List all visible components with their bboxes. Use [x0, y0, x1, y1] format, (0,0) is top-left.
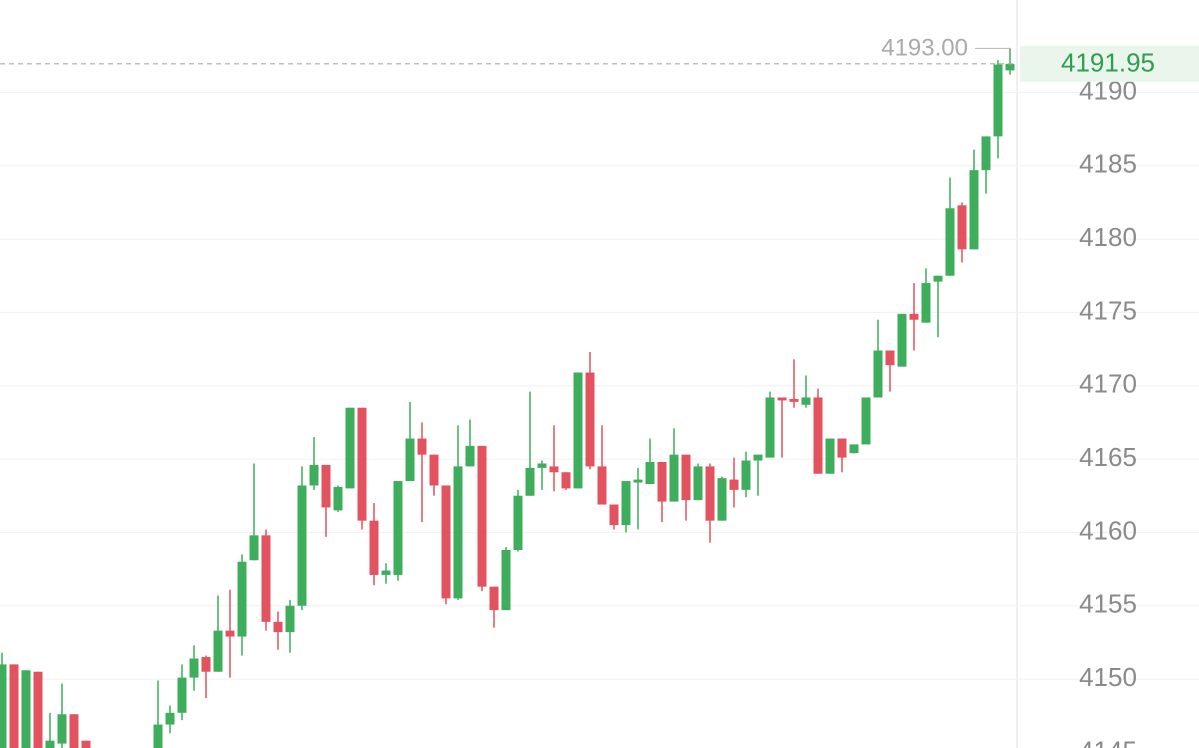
candle-body — [237, 561, 247, 637]
candle-body — [153, 724, 163, 748]
candle-body — [693, 466, 703, 501]
candle-body — [897, 313, 907, 367]
candle-body — [33, 671, 43, 748]
candle-body — [477, 445, 487, 587]
candle-body — [981, 136, 991, 171]
candle-body — [801, 397, 811, 405]
candle-body — [957, 205, 967, 250]
candle-body — [501, 550, 511, 611]
candle-body — [825, 438, 835, 474]
candle-body — [213, 630, 223, 672]
candle-body — [309, 464, 319, 486]
candle-body — [45, 740, 55, 748]
y-tick-label: 4185 — [1079, 149, 1137, 179]
candle-body — [729, 479, 739, 490]
candle-body — [657, 462, 667, 502]
candle-body — [189, 658, 199, 678]
candle-body — [777, 397, 787, 401]
candle-body — [789, 398, 799, 402]
candle-body — [405, 438, 415, 482]
candle-body — [201, 657, 211, 672]
candle-body — [849, 444, 859, 454]
candle-body — [465, 445, 475, 467]
candle-body — [741, 460, 751, 490]
candle-body — [765, 397, 775, 458]
candle-body — [393, 481, 403, 575]
candle-body — [669, 454, 679, 502]
y-tick-label: 4160 — [1079, 515, 1137, 545]
candle-body — [597, 466, 607, 505]
y-tick-label: 4170 — [1079, 369, 1137, 399]
high-marker-label: 4193.00 — [881, 35, 968, 62]
candle-body — [609, 504, 619, 526]
candle-body — [525, 467, 535, 496]
candle-body — [489, 586, 499, 611]
candle-body — [921, 283, 931, 323]
candle-body — [273, 621, 283, 633]
candle-body — [261, 535, 271, 622]
candle-body — [717, 478, 727, 521]
candle-body — [873, 350, 883, 398]
candle-body — [645, 462, 655, 484]
y-tick-label: 4145 — [1079, 735, 1137, 748]
candle-body — [369, 520, 379, 575]
candle-body — [633, 479, 643, 483]
candle-body — [561, 472, 571, 489]
candle-body — [21, 670, 31, 748]
candle-body — [381, 570, 391, 575]
candle-body — [249, 535, 259, 561]
y-tick-label: 4165 — [1079, 442, 1137, 472]
candle-body — [345, 407, 355, 489]
candle-body — [225, 630, 235, 637]
candle-body — [297, 485, 307, 606]
candle-body — [333, 486, 343, 511]
candle-body — [177, 677, 187, 713]
candle-body — [549, 466, 559, 473]
y-tick-label: 4180 — [1079, 222, 1137, 252]
last-price-label: 4191.95 — [1061, 48, 1155, 78]
y-tick-label: 4175 — [1079, 295, 1137, 325]
candle-body — [357, 407, 367, 521]
last-price-box — [1020, 45, 1199, 82]
candle-body — [861, 397, 871, 445]
candle-body — [285, 605, 295, 633]
candle-body — [57, 714, 67, 744]
candle-body — [321, 464, 331, 508]
candle-body — [969, 170, 979, 250]
candle-body — [537, 463, 547, 468]
candle-body — [417, 438, 427, 455]
candle-body — [165, 712, 175, 725]
candle-body — [69, 714, 79, 748]
candle-body — [933, 275, 943, 282]
candle-body — [81, 740, 91, 748]
candle-body — [1005, 63, 1015, 71]
y-tick-label: 4155 — [1079, 589, 1137, 619]
y-tick-label: 4150 — [1079, 662, 1137, 692]
candle-body — [585, 372, 595, 467]
candle-body — [909, 313, 919, 320]
candle-body — [705, 466, 715, 521]
candle-body — [573, 372, 583, 489]
candle-body — [681, 454, 691, 501]
candle-body — [837, 438, 847, 458]
candle-body — [945, 208, 955, 276]
candle-body — [813, 397, 823, 474]
candle-body — [453, 466, 463, 599]
candle-body — [9, 664, 19, 748]
candle-body — [513, 495, 523, 550]
candle-body — [885, 350, 895, 366]
candle-body — [753, 454, 763, 461]
candle-body — [621, 481, 631, 526]
candle-body — [0, 664, 7, 748]
candle-body — [993, 64, 1003, 137]
candle-body — [429, 454, 439, 486]
candle-body — [441, 485, 451, 599]
